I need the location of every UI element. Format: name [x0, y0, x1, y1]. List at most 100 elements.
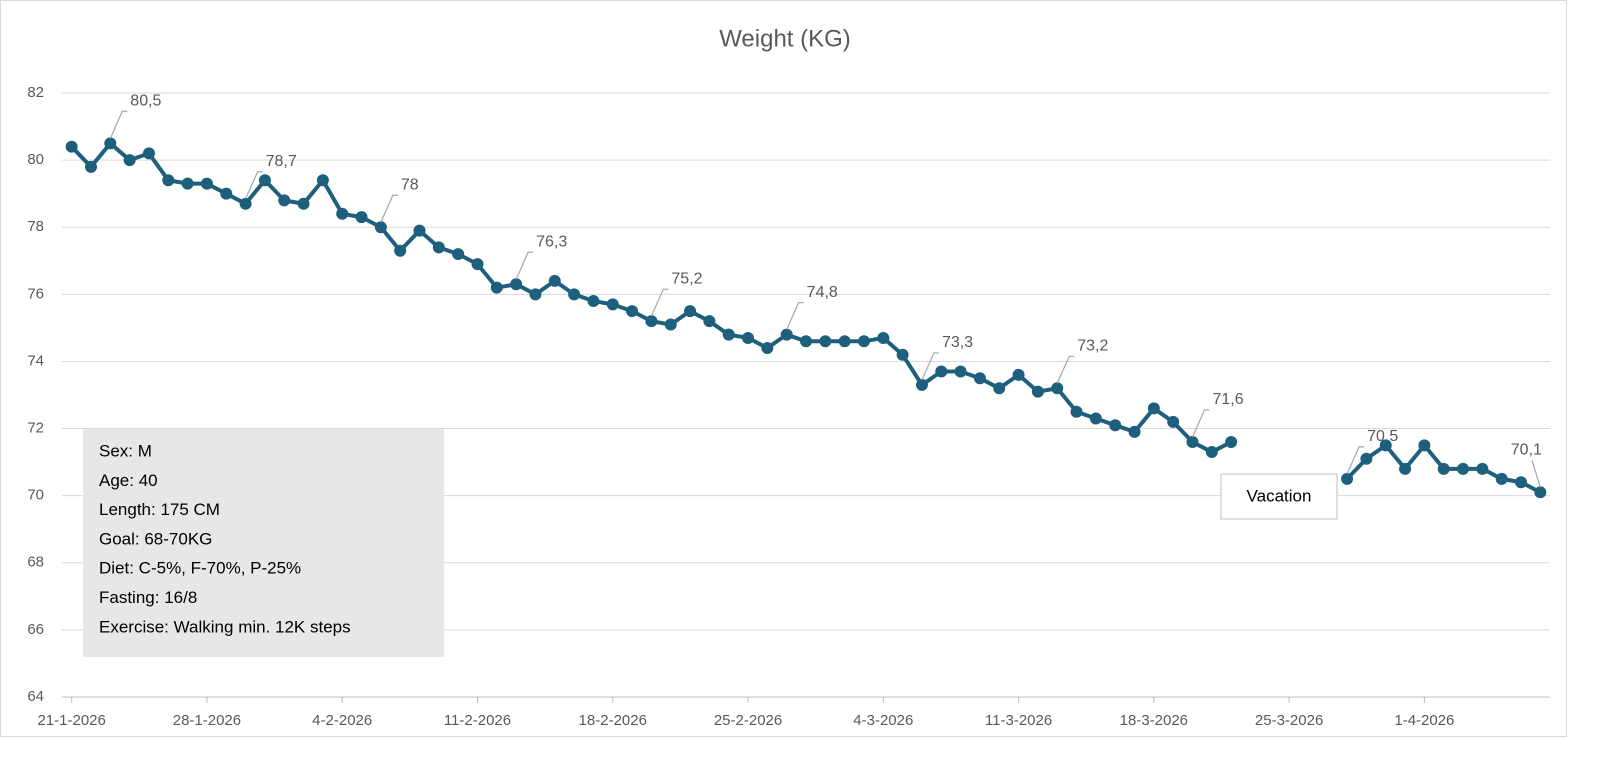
gap-label: Vacation: [1247, 486, 1312, 505]
x-tick-label: 25-3-2026: [1255, 712, 1323, 729]
marker: [935, 365, 948, 378]
info-line: Age: 40: [99, 471, 158, 490]
gap-label-box: [1220, 473, 1338, 520]
x-tick-label: 18-2-2026: [579, 712, 647, 729]
marker: [587, 295, 600, 308]
marker: [490, 281, 503, 294]
marker: [1167, 415, 1180, 428]
label-leader: [786, 302, 804, 330]
x-tick-label: 11-3-2026: [985, 712, 1052, 729]
marker: [954, 365, 967, 378]
marker: [1495, 472, 1508, 485]
data-label: 70,1: [1511, 442, 1542, 459]
marker: [973, 372, 986, 385]
marker: [568, 288, 581, 301]
info-line: Fasting: 16/8: [99, 588, 197, 607]
marker: [703, 315, 716, 328]
marker: [645, 315, 658, 328]
info-line: Exercise: Walking min. 12K steps: [99, 617, 351, 636]
y-tick-label: 82: [27, 84, 44, 101]
x-tick-label: 4-3-2026: [853, 712, 913, 729]
y-tick-label: 68: [27, 554, 44, 571]
y-tick-label: 76: [27, 285, 44, 302]
label-leader: [1346, 446, 1365, 475]
label-leader: [921, 352, 939, 381]
marker: [1534, 486, 1547, 499]
data-label: 76,3: [536, 233, 567, 250]
marker: [200, 177, 213, 190]
marker: [664, 318, 677, 331]
marker: [239, 197, 252, 210]
marker: [104, 137, 117, 150]
marker: [1515, 476, 1528, 489]
marker: [606, 298, 619, 311]
data-label: 78: [401, 176, 419, 193]
data-label: 74,8: [807, 284, 838, 301]
marker: [626, 305, 639, 318]
marker: [355, 211, 368, 224]
x-tick-label: 21-1-2026: [37, 712, 105, 729]
info-line: Diet: C-5%, F-70%, P-25%: [99, 559, 301, 578]
marker: [258, 174, 271, 187]
y-tick-label: 78: [27, 218, 44, 235]
marker: [993, 382, 1006, 395]
marker: [761, 342, 774, 355]
marker: [1399, 462, 1412, 475]
label-leader: [650, 288, 669, 317]
marker: [413, 224, 426, 237]
label-leader: [245, 171, 263, 199]
marker: [1031, 385, 1044, 398]
y-tick-label: 70: [27, 487, 44, 504]
info-line: Sex: M: [99, 441, 152, 460]
marker: [471, 258, 484, 271]
label-leader: [1056, 355, 1075, 384]
marker: [742, 331, 755, 344]
marker: [432, 241, 445, 254]
data-label: 73,3: [942, 334, 973, 351]
marker: [336, 207, 349, 220]
marker: [1051, 382, 1064, 395]
info-line: Length: 175 CM: [99, 500, 220, 519]
label-leader: [109, 110, 128, 139]
marker: [1089, 412, 1102, 425]
x-tick-label: 25-2-2026: [714, 712, 782, 729]
label-leader: [515, 251, 534, 280]
info-line: Goal: 68-70KG: [99, 529, 212, 548]
x-tick-label: 11-2-2026: [444, 712, 511, 729]
marker: [722, 328, 735, 341]
marker: [1418, 439, 1431, 452]
marker: [316, 174, 329, 187]
marker: [1476, 462, 1489, 475]
marker: [162, 174, 175, 187]
data-label: 78,7: [266, 153, 297, 170]
marker: [1437, 462, 1450, 475]
x-tick-label: 18-3-2026: [1120, 712, 1188, 729]
x-tick-label: 28-1-2026: [173, 712, 241, 729]
marker: [278, 194, 291, 207]
marker: [1109, 419, 1122, 432]
marker: [915, 378, 928, 391]
marker: [84, 160, 97, 173]
label-leader: [380, 194, 398, 223]
marker: [181, 177, 194, 190]
marker: [1128, 425, 1141, 438]
marker: [297, 197, 310, 210]
marker: [1341, 472, 1354, 485]
marker: [800, 335, 812, 348]
y-tick-label: 80: [27, 151, 44, 168]
info-box: [83, 429, 444, 657]
x-tick-label: 1-4-2026: [1394, 712, 1454, 729]
marker: [684, 305, 697, 318]
marker: [857, 335, 870, 348]
data-label: 80,5: [130, 93, 161, 110]
marker: [1012, 368, 1025, 381]
y-tick-label: 72: [27, 420, 44, 437]
marker: [220, 187, 233, 200]
y-tick-label: 74: [27, 352, 44, 369]
marker: [1205, 446, 1218, 459]
marker: [65, 140, 78, 153]
marker: [142, 147, 155, 160]
marker: [1360, 452, 1373, 465]
marker: [123, 154, 136, 167]
marker: [374, 221, 387, 234]
